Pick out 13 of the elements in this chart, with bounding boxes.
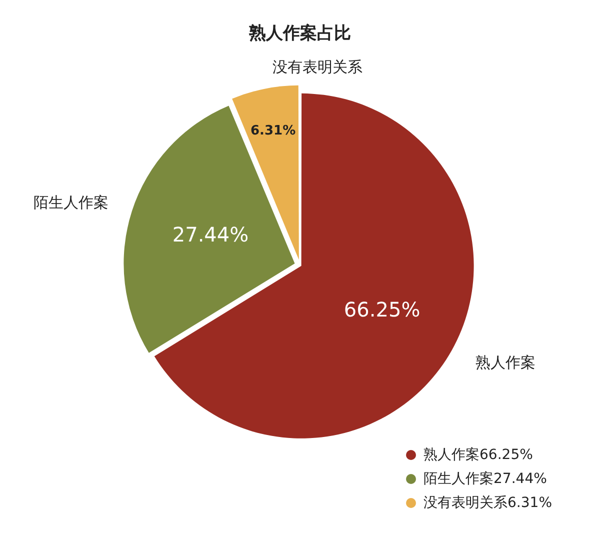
slice-label: 熟人作案 — [475, 353, 536, 372]
slice-label: 没有表明关系 — [272, 58, 362, 76]
data-label: 27.44% — [172, 222, 249, 247]
data-label: 6.31% — [250, 123, 296, 138]
legend-label: 没有表明关系 — [424, 494, 508, 512]
legend-label: 陌生人作案 — [424, 470, 494, 488]
text: 27.44% — [494, 471, 547, 487]
chart-title: 熟人作案占比 — [248, 22, 351, 44]
text: 6.31% — [508, 495, 552, 511]
legend-label: 熟人作案 — [424, 446, 480, 464]
data-label: 66.25% — [344, 297, 420, 322]
text: 66.25% — [480, 447, 533, 463]
slice-label: 陌生人作案 — [34, 193, 109, 212]
